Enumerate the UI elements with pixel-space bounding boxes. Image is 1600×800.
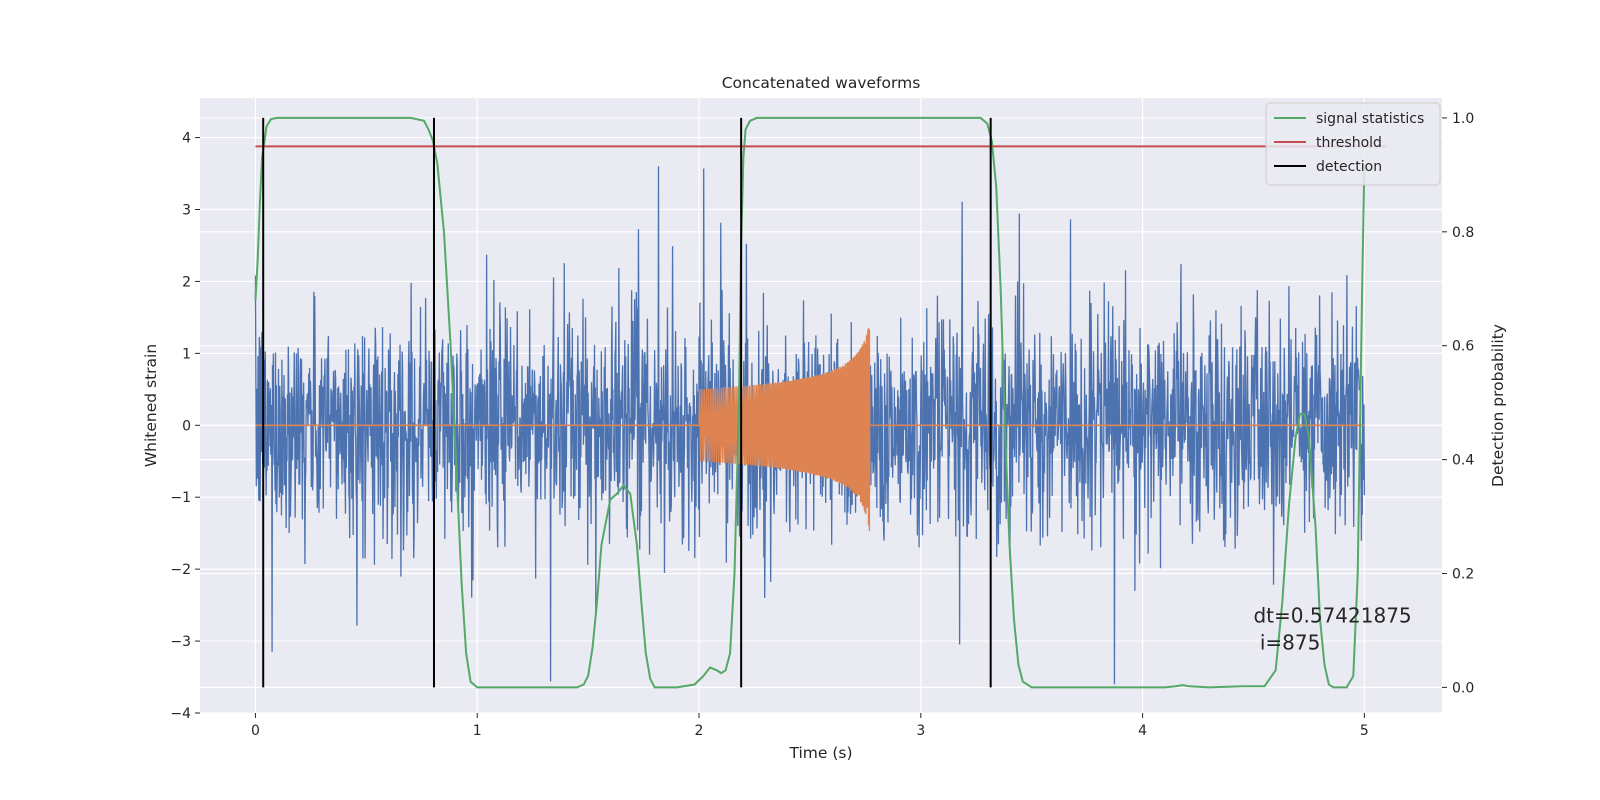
y-tick-label: 0 bbox=[182, 418, 191, 434]
annotation-i: i=875 bbox=[1253, 631, 1320, 655]
signal-statistics-line bbox=[254, 116, 1366, 689]
x-tick-label: 1 bbox=[473, 723, 482, 739]
right-y-tick-label: 0.2 bbox=[1452, 566, 1474, 582]
right-y-tick-label: 0.8 bbox=[1452, 225, 1474, 241]
legend-box bbox=[1265, 102, 1441, 186]
right-y-tick-label: 0.0 bbox=[1452, 680, 1474, 696]
legend-label: signal statistics bbox=[1316, 111, 1424, 127]
chirp-waveform-line bbox=[698, 327, 871, 532]
y-tick-label: −4 bbox=[170, 706, 191, 722]
legend: signal statistics threshold detection bbox=[1265, 102, 1441, 186]
ticks: 0 1 2 3 4 5 −4 −3 −2 −1 0 1 2 3 4 0.0 0.2 0.4 0.6 0.8 1.0 bbox=[170, 111, 1474, 739]
y-tick-label: 4 bbox=[182, 131, 191, 147]
legend-label: detection bbox=[1316, 159, 1382, 175]
x-tick-label: 3 bbox=[916, 723, 925, 739]
y-tick-label: 3 bbox=[182, 202, 191, 218]
x-tick-label: 0 bbox=[251, 723, 260, 739]
annotation-group: dt=0.57421875 i=875 bbox=[1253, 603, 1411, 654]
x-axis-label: Time (s) bbox=[788, 744, 852, 762]
plot-content bbox=[254, 116, 1387, 689]
right-y-tick-label: 0.4 bbox=[1452, 453, 1474, 469]
y-tick-label: 2 bbox=[182, 274, 191, 290]
x-tick-label: 4 bbox=[1138, 723, 1147, 739]
series-group bbox=[254, 116, 1387, 689]
chart-title: Concatenated waveforms bbox=[722, 74, 921, 92]
right-y-axis-label: Detection probability bbox=[1489, 324, 1507, 487]
right-y-tick-label: 1.0 bbox=[1452, 111, 1474, 127]
y-tick-label: 1 bbox=[182, 346, 191, 362]
y-tick-label: −1 bbox=[170, 490, 191, 506]
legend-label: threshold bbox=[1316, 135, 1382, 151]
y-tick-label: −2 bbox=[170, 562, 191, 578]
annotation-dt: dt=0.57421875 bbox=[1253, 603, 1411, 627]
y-tick-label: −3 bbox=[170, 634, 191, 650]
x-tick-label: 5 bbox=[1360, 723, 1369, 739]
left-y-axis-label: Whitened strain bbox=[142, 344, 160, 467]
x-tick-label: 2 bbox=[695, 723, 704, 739]
right-y-tick-label: 0.6 bbox=[1452, 339, 1474, 355]
